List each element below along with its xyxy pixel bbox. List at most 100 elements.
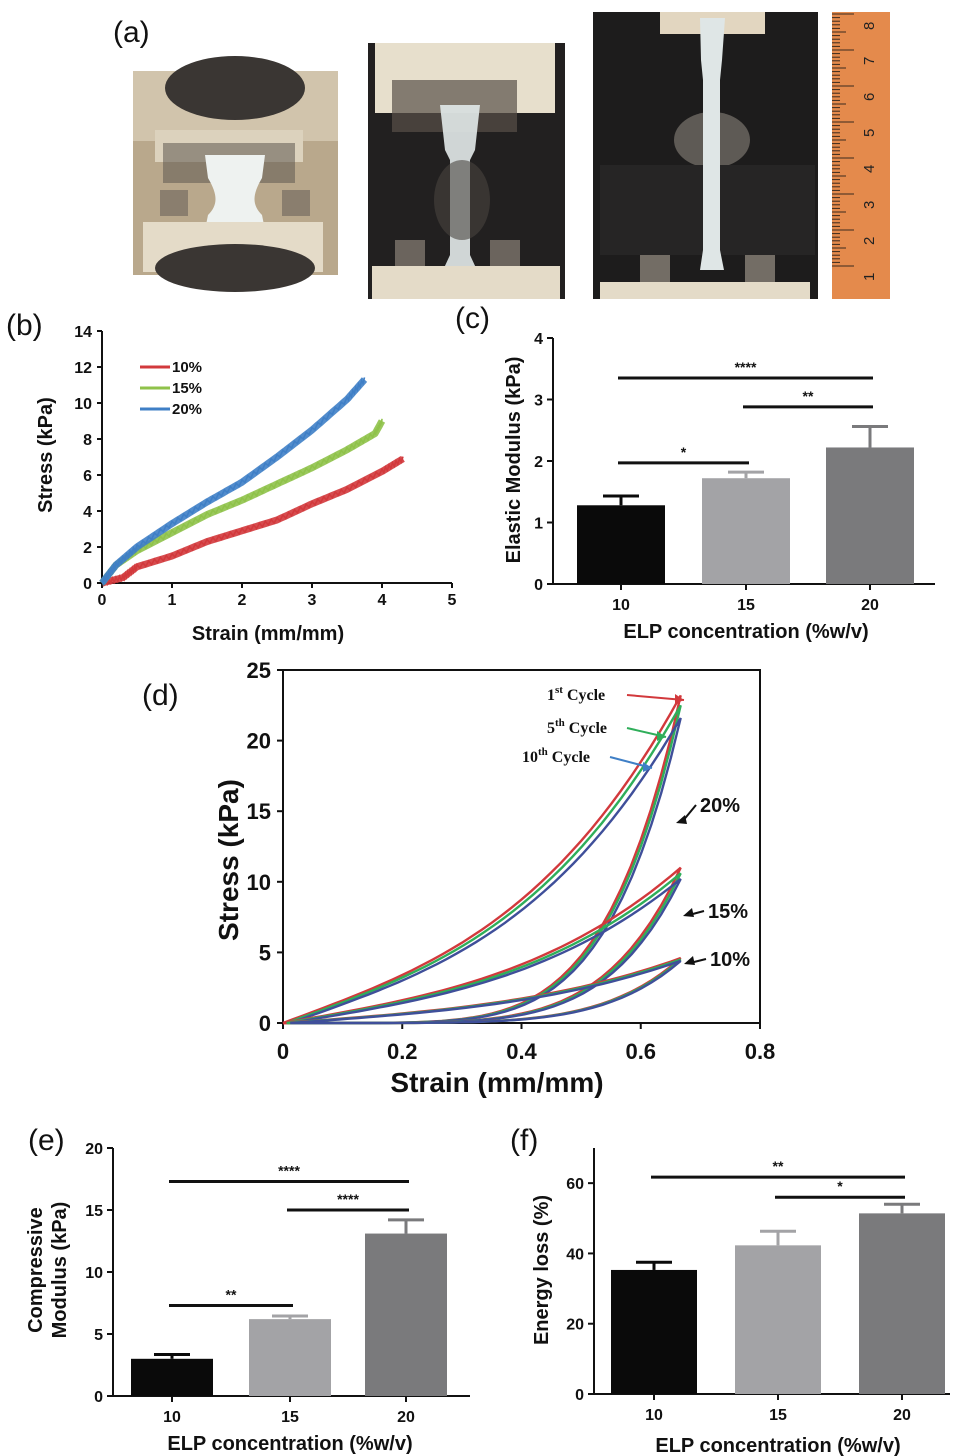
cycle-label-1-text: Cycle bbox=[565, 720, 607, 737]
bar-20 bbox=[826, 447, 914, 584]
ruler-mark-6: 6 bbox=[861, 93, 878, 101]
x-tick-label-15: 15 bbox=[281, 1409, 299, 1426]
x-axis-title: ELP concentration (%w/v) bbox=[655, 1435, 900, 1456]
cycle-arrowhead-1 bbox=[657, 731, 666, 741]
y-tick-label: 3 bbox=[534, 393, 543, 410]
cycle-label-2: 10th Cycle bbox=[522, 746, 590, 766]
y-tick-label: 0 bbox=[94, 1389, 103, 1406]
y-axis-title: Stress (kPa) bbox=[213, 779, 244, 941]
x-tick-label: 0.4 bbox=[506, 1039, 537, 1064]
x-axis-title: Strain (mm/mm) bbox=[192, 623, 344, 645]
loop-20%-cycle-1 bbox=[282, 694, 682, 1025]
bar-10 bbox=[131, 1358, 213, 1396]
y-tick-label: 10 bbox=[247, 870, 271, 895]
y-tick-label: 2 bbox=[83, 540, 92, 557]
cycle-arrow-0 bbox=[626, 694, 685, 701]
cycle-label-2-suffix: th bbox=[538, 746, 548, 758]
cycle-label-2-text: Cycle bbox=[548, 749, 590, 766]
cycle-label-0: 1st Cycle bbox=[547, 684, 605, 704]
x-tick-label: 0.6 bbox=[625, 1039, 656, 1064]
significance-label-1: **** bbox=[337, 1191, 359, 1207]
legend-label-20%: 20% bbox=[172, 401, 202, 418]
y-tick-label: 5 bbox=[259, 940, 271, 965]
y-tick-label: 15 bbox=[247, 799, 271, 824]
y-tick-label: 20 bbox=[566, 1317, 584, 1334]
ruler: 8 7 6 5 4 3 2 1 bbox=[832, 12, 890, 299]
concentration-arrowhead-10% bbox=[684, 956, 695, 965]
panel-label-a: (a) bbox=[113, 16, 150, 49]
significance-label-1: ** bbox=[803, 388, 814, 404]
bar-10 bbox=[611, 1269, 697, 1394]
y-tick-label: 1 bbox=[534, 516, 543, 533]
cycle-arrowhead-0 bbox=[675, 694, 684, 704]
ruler-mark-7: 7 bbox=[861, 57, 878, 65]
legend-label-10%: 10% bbox=[172, 359, 202, 376]
legend-label-15%: 15% bbox=[172, 380, 202, 397]
series-20%-noise bbox=[101, 377, 366, 587]
photo-1-unstretched bbox=[133, 56, 338, 292]
panel-label-c: (c) bbox=[455, 302, 490, 335]
concentration-label-10%: 10% bbox=[710, 949, 750, 971]
x-tick-label: 2 bbox=[238, 592, 247, 609]
y-tick-label: 14 bbox=[74, 324, 92, 341]
x-tick-label: 0.8 bbox=[745, 1039, 776, 1064]
concentration-label-15%: 15% bbox=[708, 901, 748, 923]
x-tick-label: 4 bbox=[378, 592, 387, 609]
significance-label-0: ** bbox=[226, 1286, 237, 1302]
x-tick-label: 0.2 bbox=[387, 1039, 418, 1064]
y-axis-title: Energy loss (%) bbox=[531, 1195, 553, 1345]
y-tick-label: 4 bbox=[83, 504, 92, 521]
x-tick-label: 3 bbox=[308, 592, 317, 609]
concentration-arrowhead-20% bbox=[676, 815, 687, 824]
x-tick-label: 1 bbox=[168, 592, 177, 609]
ruler-ticks bbox=[832, 13, 854, 267]
y-axis-title: Elastic Modulus (kPa) bbox=[503, 357, 525, 564]
bar-20 bbox=[365, 1233, 447, 1396]
y-tick-label: 40 bbox=[566, 1246, 584, 1263]
concentration-label-20%: 20% bbox=[700, 795, 740, 817]
cycle-label-1-number: 5 bbox=[547, 720, 555, 737]
x-tick-label: 0 bbox=[277, 1039, 289, 1064]
significance-label-2: **** bbox=[735, 359, 757, 375]
cycle-arrowhead-2 bbox=[643, 762, 652, 772]
cycle-label-2-number: 10 bbox=[522, 749, 538, 766]
x-tick-label-20: 20 bbox=[861, 597, 879, 614]
bar-15 bbox=[249, 1319, 331, 1396]
cycle-label-1: 5th Cycle bbox=[547, 717, 607, 737]
series-15%-curve bbox=[99, 418, 386, 586]
panel-label-e: (e) bbox=[28, 1124, 65, 1157]
ruler-mark-3: 3 bbox=[861, 201, 878, 209]
ruler-mark-2: 2 bbox=[861, 237, 878, 245]
cycle-label-1-suffix: th bbox=[555, 717, 565, 729]
y-tick-label: 60 bbox=[566, 1176, 584, 1193]
bar-20 bbox=[859, 1213, 945, 1394]
y-tick-label: 25 bbox=[247, 658, 271, 683]
y-tick-label: 0 bbox=[534, 577, 543, 594]
x-tick-label-15: 15 bbox=[769, 1407, 787, 1424]
y-tick-label: 4 bbox=[534, 331, 543, 348]
ruler-mark-4: 4 bbox=[861, 165, 878, 173]
x-tick-label-20: 20 bbox=[893, 1407, 911, 1424]
significance-label-0: * bbox=[837, 1178, 843, 1194]
photo-3-stretched-further bbox=[593, 12, 818, 299]
x-axis-title: ELP concentration (%w/v) bbox=[167, 1433, 412, 1455]
y-tick-label: 0 bbox=[575, 1387, 584, 1404]
series-10%-noise bbox=[101, 456, 404, 587]
significance-label-0: * bbox=[681, 444, 687, 460]
y-axis-title-line-1: Modulus (kPa) bbox=[49, 1202, 71, 1339]
x-tick-label: 0 bbox=[98, 592, 107, 609]
ruler-mark-5: 5 bbox=[861, 129, 878, 137]
cycle-label-0-text: Cycle bbox=[563, 687, 605, 704]
bar-10 bbox=[577, 505, 665, 584]
concentration-arrowhead-15% bbox=[683, 908, 694, 917]
panel-label-f: (f) bbox=[510, 1124, 538, 1157]
panel-label-b: (b) bbox=[6, 309, 43, 342]
photo-2-stretched bbox=[368, 43, 565, 299]
x-axis-title: Strain (mm/mm) bbox=[390, 1067, 603, 1098]
x-tick-label-10: 10 bbox=[645, 1407, 663, 1424]
loop-10%-cycle-3 bbox=[290, 959, 682, 1025]
